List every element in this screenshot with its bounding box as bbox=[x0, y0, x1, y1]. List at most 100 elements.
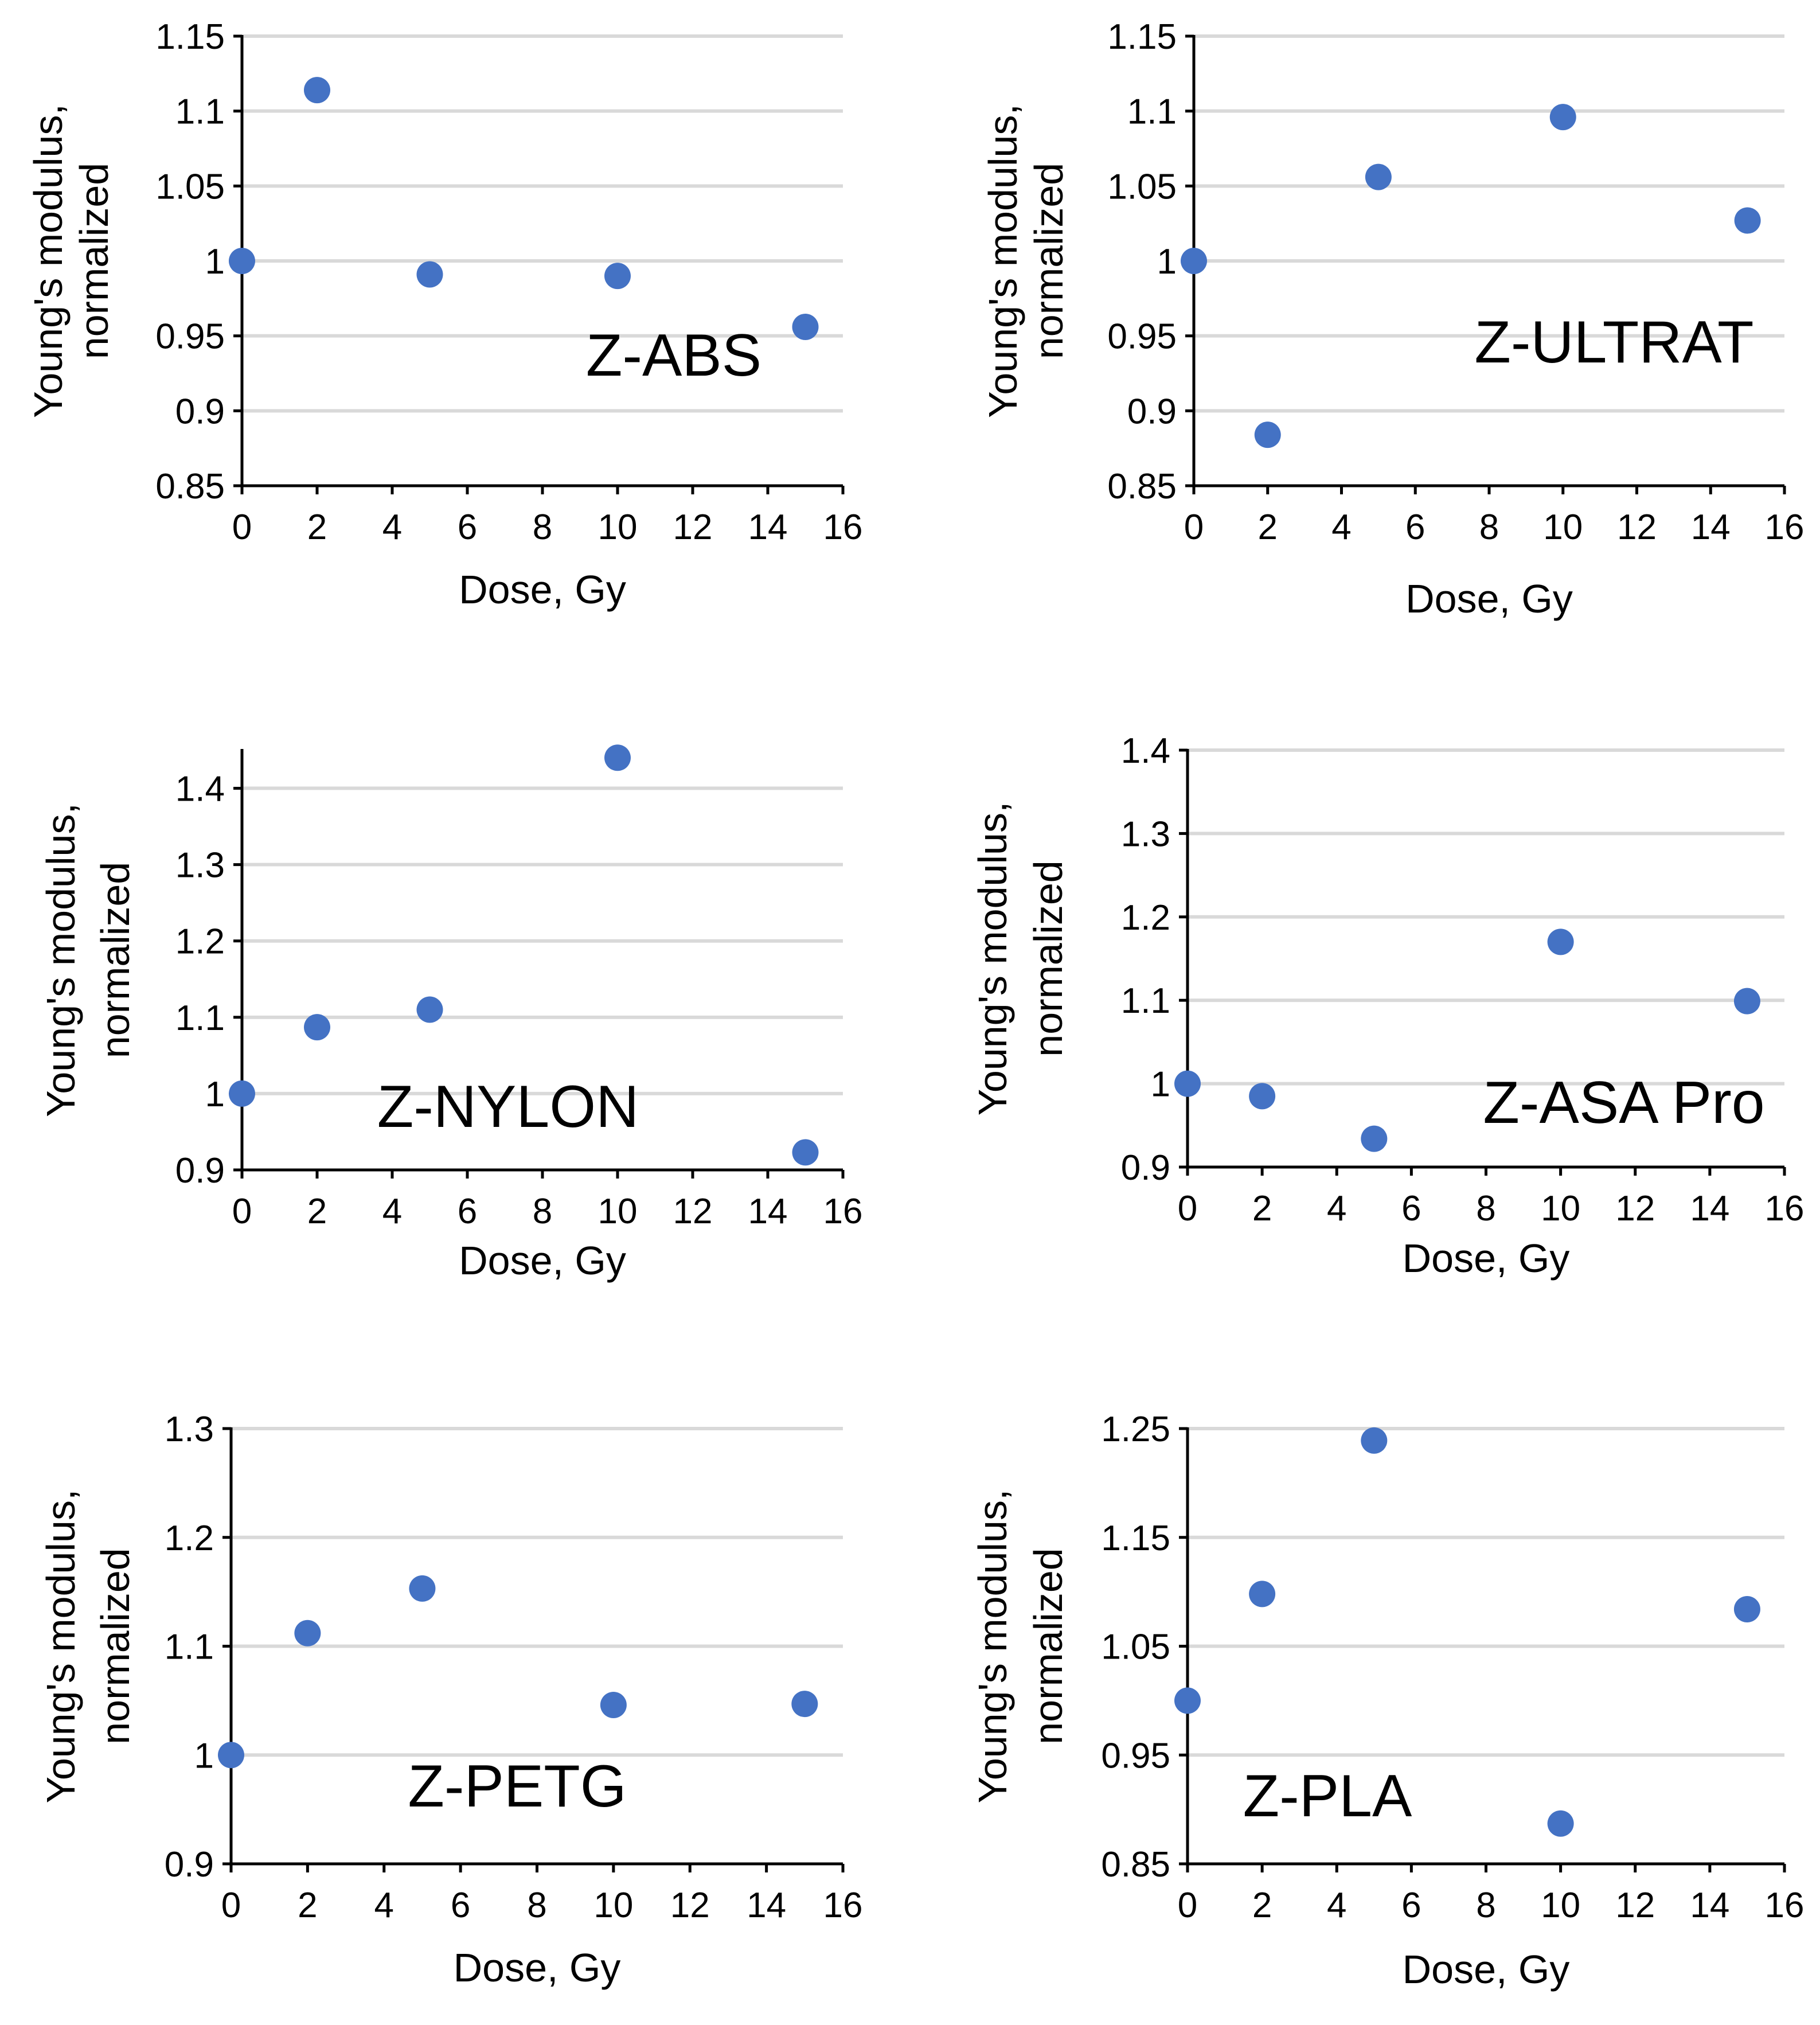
x-tick-label: 16 bbox=[823, 1886, 863, 1925]
data-point bbox=[1365, 163, 1392, 190]
x-tick-label: 14 bbox=[748, 508, 788, 547]
y-axis-title-line2: normalized bbox=[72, 163, 116, 359]
x-axis-title: Dose, Gy bbox=[1403, 1947, 1570, 1992]
material-label: Z-PETG bbox=[408, 1753, 626, 1820]
x-tick-label: 0 bbox=[232, 1192, 252, 1231]
x-tick-label: 14 bbox=[748, 1192, 788, 1231]
data-point bbox=[1733, 988, 1760, 1015]
y-tick-label: 1.1 bbox=[175, 92, 225, 132]
x-tick-label: 0 bbox=[232, 508, 252, 547]
y-tick-label: 1.3 bbox=[1121, 814, 1170, 854]
y-tick-label: 1.1 bbox=[165, 1628, 214, 1667]
y-tick-label: 0.95 bbox=[1107, 317, 1177, 357]
data-point bbox=[1249, 1083, 1276, 1110]
x-tick-label: 14 bbox=[1691, 508, 1731, 547]
x-tick-label: 12 bbox=[673, 508, 713, 547]
y-tick-label: 1.2 bbox=[165, 1519, 214, 1558]
y-axis-title-line1: Young's modulus, bbox=[38, 803, 83, 1117]
data-point bbox=[1361, 1125, 1388, 1152]
y-tick-label: 0.9 bbox=[175, 392, 225, 431]
y-tick-label: 1 bbox=[194, 1736, 214, 1776]
y-axis-title-line1: Young's modulus, bbox=[26, 104, 71, 418]
x-tick-label: 14 bbox=[1690, 1189, 1729, 1228]
y-tick-label: 1.15 bbox=[1101, 1519, 1170, 1558]
x-tick-label: 4 bbox=[374, 1886, 394, 1925]
material-label: Z-PLA bbox=[1243, 1763, 1412, 1829]
chart-panel: 0.85 0.9 0.95 1 1.05 1.1 1.15 0 2 4 6 8 10 12 14 16 Dose… bbox=[26, 17, 862, 612]
x-tick-label: 8 bbox=[533, 508, 552, 547]
x-tick-label: 10 bbox=[1543, 508, 1583, 547]
x-axis-title: Dose, Gy bbox=[454, 1945, 621, 1990]
y-tick-label: 1.05 bbox=[1107, 167, 1177, 206]
x-tick-label: 6 bbox=[451, 1886, 470, 1925]
x-tick-label: 2 bbox=[1252, 1189, 1272, 1228]
y-axis-title-line2: normalized bbox=[1026, 1548, 1071, 1744]
x-axis-title: Dose, Gy bbox=[459, 567, 626, 612]
data-point bbox=[294, 1620, 321, 1646]
x-tick-label: 4 bbox=[1327, 1189, 1346, 1228]
y-tick-label: 1.1 bbox=[175, 998, 225, 1038]
y-tick-label: 1.4 bbox=[175, 770, 225, 809]
data-point bbox=[1547, 928, 1574, 955]
y-tick-label: 1 bbox=[205, 1075, 225, 1114]
x-tick-label: 16 bbox=[823, 1192, 863, 1231]
y-axis-title-line1: Young's modulus, bbox=[970, 1489, 1015, 1804]
y-tick-label: 1.1 bbox=[1127, 92, 1177, 132]
data-point bbox=[1549, 104, 1576, 131]
y-tick-label: 1 bbox=[1151, 1065, 1170, 1105]
chart-panel: 0.9 1 1.1 1.2 1.3 1.4 0 2 4 6 8 10 12 14 16 Dose, Gy You… bbox=[970, 731, 1804, 1281]
x-tick-label: 10 bbox=[1541, 1189, 1580, 1228]
y-tick-label: 0.95 bbox=[155, 317, 225, 357]
x-tick-label: 2 bbox=[1258, 508, 1278, 547]
x-tick-label: 8 bbox=[533, 1192, 552, 1231]
y-tick-label: 1.15 bbox=[1107, 17, 1177, 57]
material-label: Z-NYLON bbox=[377, 1074, 639, 1140]
data-point bbox=[792, 1139, 819, 1166]
y-tick-label: 1.2 bbox=[1121, 898, 1170, 938]
x-tick-label: 10 bbox=[598, 1192, 638, 1231]
y-tick-label: 1 bbox=[1157, 242, 1177, 282]
y-axis-title-line2: normalized bbox=[1026, 860, 1071, 1056]
y-tick-label: 0.95 bbox=[1101, 1736, 1170, 1776]
x-tick-label: 12 bbox=[1617, 508, 1657, 547]
x-tick-label: 12 bbox=[1615, 1189, 1655, 1228]
x-tick-label: 0 bbox=[1178, 1886, 1197, 1925]
data-point bbox=[1174, 1070, 1201, 1097]
x-tick-label: 14 bbox=[747, 1886, 786, 1925]
y-axis-title-line1: Young's modulus, bbox=[38, 1489, 83, 1804]
x-tick-label: 8 bbox=[527, 1886, 546, 1925]
material-label: Z-ULTRAT bbox=[1474, 309, 1753, 376]
data-point bbox=[1361, 1427, 1388, 1454]
data-point bbox=[1181, 248, 1207, 274]
data-point bbox=[409, 1575, 436, 1602]
x-axis-title: Dose, Gy bbox=[1403, 1236, 1570, 1281]
data-point bbox=[229, 248, 255, 274]
x-tick-label: 4 bbox=[1331, 508, 1351, 547]
y-tick-label: 0.85 bbox=[1107, 467, 1177, 506]
x-tick-label: 8 bbox=[1476, 1189, 1495, 1228]
chart-panel: 0.85 0.95 1.05 1.15 1.25 0 2 4 6 8 10 12 14 16 Dose, G… bbox=[970, 1410, 1804, 1992]
y-axis-title-line1: Young's modulus, bbox=[970, 802, 1015, 1116]
data-point bbox=[600, 1691, 627, 1718]
x-tick-label: 8 bbox=[1479, 508, 1499, 547]
data-point bbox=[416, 996, 443, 1023]
x-tick-label: 10 bbox=[593, 1886, 633, 1925]
data-point bbox=[218, 1742, 244, 1769]
data-point bbox=[1254, 422, 1281, 448]
y-tick-label: 0.9 bbox=[175, 1151, 225, 1191]
x-tick-label: 16 bbox=[1765, 508, 1805, 547]
data-point bbox=[792, 313, 819, 340]
x-tick-label: 6 bbox=[458, 1192, 477, 1231]
y-tick-label: 1.3 bbox=[165, 1410, 214, 1449]
x-tick-label: 6 bbox=[1401, 1189, 1421, 1228]
x-tick-label: 6 bbox=[1401, 1886, 1421, 1925]
material-label: Z-ASA Pro bbox=[1483, 1070, 1764, 1136]
x-tick-label: 0 bbox=[1184, 508, 1204, 547]
y-tick-label: 1.1 bbox=[1121, 981, 1170, 1021]
y-tick-label: 1.05 bbox=[1101, 1628, 1170, 1667]
x-tick-label: 4 bbox=[382, 508, 402, 547]
x-tick-label: 12 bbox=[673, 1192, 713, 1231]
x-tick-label: 2 bbox=[307, 508, 327, 547]
y-axis-title-line2: normalized bbox=[93, 1548, 138, 1744]
